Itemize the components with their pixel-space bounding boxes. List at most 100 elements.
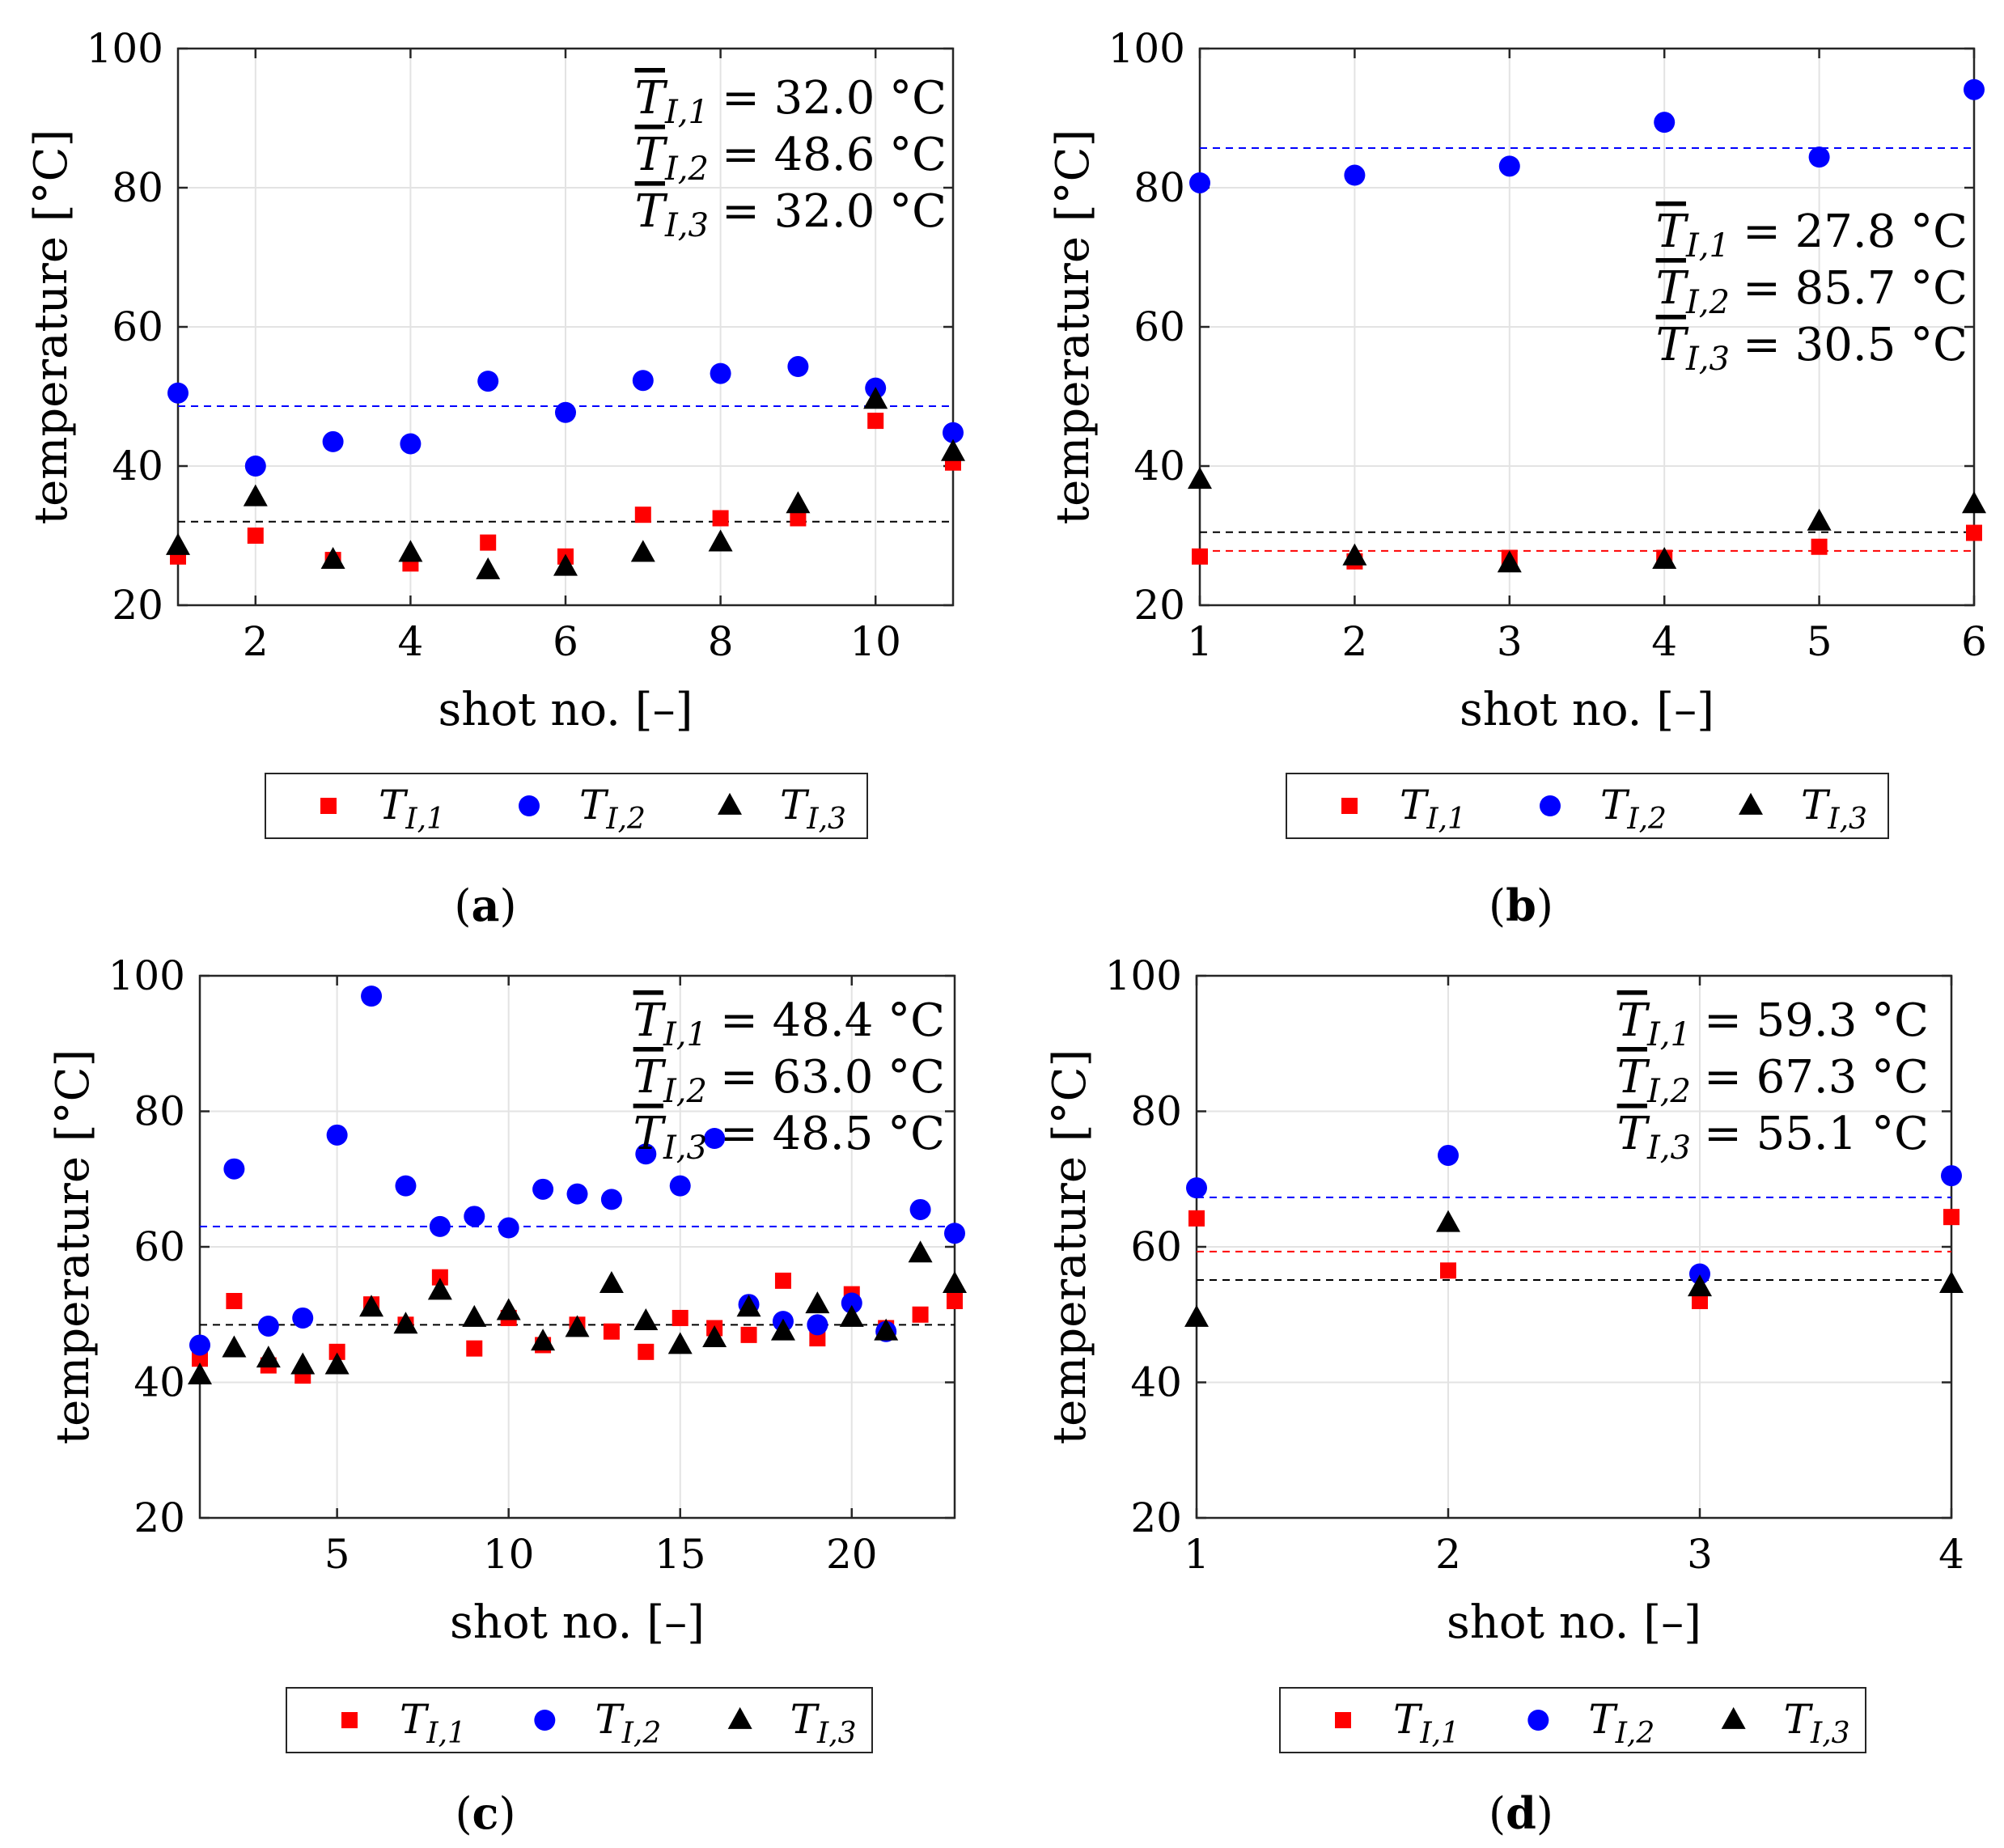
mean-annotation: TI,3 = 32.0 °C xyxy=(635,185,947,244)
legend: TI,1 TI,2 TI,3 xyxy=(265,773,868,839)
data-point-T_I,2 xyxy=(600,1189,622,1210)
data-point-T_I,3 xyxy=(1436,1210,1460,1232)
data-point-T_I,2 xyxy=(189,1334,210,1356)
data-point-T_I,1 xyxy=(774,1272,791,1289)
x-tick-label: 15 xyxy=(655,1531,706,1578)
data-point-T_I,1 xyxy=(638,1343,655,1360)
data-point-T_I,3 xyxy=(1939,1270,1964,1293)
data-point-T_I,3 xyxy=(222,1335,247,1358)
legend-marker-T_I,1 xyxy=(1341,798,1358,814)
data-point-T_I,2 xyxy=(1654,112,1676,134)
data-point-T_I,1 xyxy=(1692,1293,1708,1309)
data-point-T_I,3 xyxy=(770,1318,795,1341)
chart-panel-c: 5 10 15 20 20 40 60 80 100 shot no. [–] temperatur… xyxy=(47,952,967,1839)
data-point-T_I,2 xyxy=(1964,78,1985,100)
legend-entry: TI,3 xyxy=(790,1696,857,1750)
panel-caption: (d) xyxy=(1489,1787,1553,1839)
x-tick-label: 8 xyxy=(708,618,734,665)
data-point-T_I,1 xyxy=(1188,1210,1205,1227)
data-point-T_I,3 xyxy=(243,484,268,507)
chart-panel-a: 2 4 6 8 10 20 40 60 80 100 shot no. [–] temperature… xyxy=(25,25,965,931)
x-tick-label: 4 xyxy=(1938,1531,1964,1578)
x-axis-label: shot no. [–] xyxy=(1447,1596,1701,1649)
legend-entry: TI,3 xyxy=(1784,1696,1850,1750)
y-tick-label: 20 xyxy=(112,582,163,629)
data-point-T_I,2 xyxy=(1189,172,1210,193)
data-point-T_I,3 xyxy=(633,1308,659,1331)
panel-caption: (b) xyxy=(1489,879,1553,931)
series-T_I,1 xyxy=(1188,1209,1960,1309)
legend-box xyxy=(1286,773,1889,839)
y-axis-label: temperature [°C] xyxy=(47,1049,100,1445)
data-point-T_I,2 xyxy=(257,1315,279,1337)
data-point-T_I,1 xyxy=(867,413,884,430)
legend-entry: TI,1 xyxy=(1400,782,1466,836)
data-point-T_I,3 xyxy=(943,1270,967,1293)
data-point-T_I,3 xyxy=(708,529,733,552)
data-point-T_I,3 xyxy=(427,1278,452,1300)
x-tick-label: 1 xyxy=(1187,618,1213,665)
x-tick-label: 3 xyxy=(1497,618,1523,665)
legend-marker-T_I,3 xyxy=(718,792,742,815)
legend: TI,1 TI,2 TI,3 xyxy=(1279,1687,1866,1753)
data-point-T_I,2 xyxy=(477,371,499,392)
x-tick-label: 4 xyxy=(397,618,423,665)
x-tick-label: 6 xyxy=(553,618,578,665)
y-tick-label: 20 xyxy=(1133,582,1185,629)
data-point-T_I,2 xyxy=(1941,1165,1962,1187)
data-point-T_I,3 xyxy=(256,1346,281,1368)
data-point-T_I,3 xyxy=(1342,543,1367,566)
x-axis-label: shot no. [–] xyxy=(450,1596,705,1649)
legend-marker-T_I,3 xyxy=(1721,1706,1746,1729)
y-tick-label: 100 xyxy=(108,952,185,999)
data-point-T_I,1 xyxy=(712,510,729,527)
data-point-T_I,2 xyxy=(322,430,344,452)
legend: TI,1 TI,2 TI,3 xyxy=(1286,773,1889,839)
mean-annotation: TI,1 = 32.0 °C xyxy=(635,72,947,131)
mean-annotation: TI,1 = 48.4 °C xyxy=(633,994,945,1053)
mean-annotation: TI,3 = 30.5 °C xyxy=(1656,319,1968,378)
data-point-T_I,3 xyxy=(839,1304,864,1327)
data-point-T_I,1 xyxy=(226,1293,243,1309)
mean-annotation: TI,2 = 67.3 °C xyxy=(1617,1051,1929,1110)
data-point-T_I,2 xyxy=(944,1223,965,1244)
data-point-T_I,3 xyxy=(874,1318,899,1341)
y-tick-label: 20 xyxy=(1130,1494,1182,1541)
data-point-T_I,1 xyxy=(431,1269,448,1286)
data-point-T_I,1 xyxy=(912,1306,929,1323)
x-tick-label: 5 xyxy=(1807,618,1832,665)
data-point-T_I,2 xyxy=(1808,146,1830,168)
data-point-T_I,2 xyxy=(807,1314,828,1336)
y-tick-label: 80 xyxy=(1130,1088,1182,1135)
data-point-T_I,2 xyxy=(909,1198,931,1220)
data-point-T_I,3 xyxy=(1497,550,1522,573)
y-tick-label: 20 xyxy=(133,1494,185,1541)
data-point-T_I,1 xyxy=(247,528,264,544)
data-point-T_I,1 xyxy=(328,1343,345,1360)
data-point-T_I,2 xyxy=(1186,1177,1207,1199)
y-tick-label: 40 xyxy=(1133,443,1185,490)
y-tick-label: 60 xyxy=(112,303,163,350)
series-T_I,3 xyxy=(1184,1210,1964,1327)
data-point-T_I,1 xyxy=(1966,524,1982,541)
data-point-T_I,3 xyxy=(324,1352,350,1375)
x-tick-label: 2 xyxy=(1435,1531,1461,1578)
y-tick-label: 100 xyxy=(1105,952,1182,999)
data-point-T_I,2 xyxy=(223,1158,245,1180)
data-point-T_I,2 xyxy=(429,1215,451,1237)
data-point-T_I,1 xyxy=(1440,1262,1456,1279)
y-tick-label: 40 xyxy=(112,443,163,490)
data-point-T_I,3 xyxy=(805,1291,830,1314)
data-point-T_I,2 xyxy=(1344,164,1366,186)
data-point-T_I,1 xyxy=(672,1309,688,1326)
data-point-T_I,2 xyxy=(669,1175,691,1197)
x-tick-label: 4 xyxy=(1651,618,1677,665)
data-point-T_I,3 xyxy=(941,439,965,461)
legend-marker-T_I,2 xyxy=(519,795,540,816)
x-axis-label: shot no. [–] xyxy=(439,684,693,736)
legend-marker-T_I,3 xyxy=(727,1706,752,1729)
x-tick-label: 2 xyxy=(1341,618,1367,665)
data-point-T_I,2 xyxy=(292,1307,314,1329)
data-point-T_I,3 xyxy=(320,546,345,570)
y-tick-label: 80 xyxy=(1133,164,1185,211)
